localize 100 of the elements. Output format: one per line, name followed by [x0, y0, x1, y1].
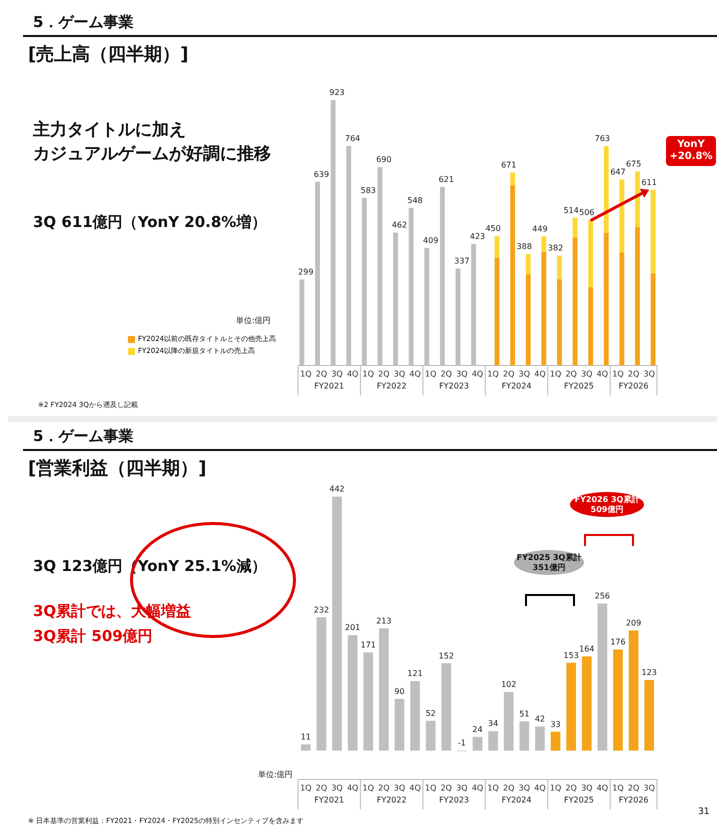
bar [348, 635, 358, 751]
x-tick-label: 1Q [612, 783, 624, 792]
bar [572, 238, 578, 366]
bar [441, 663, 452, 751]
data-label: 42 [534, 714, 546, 724]
data-label: 176 [610, 638, 626, 647]
bar [526, 254, 531, 274]
bar [488, 731, 498, 751]
bar [526, 274, 531, 366]
data-label: 201 [344, 623, 360, 632]
bar [644, 680, 654, 751]
data-label: 153 [564, 650, 579, 660]
x-tick-label: 2Q [378, 369, 390, 378]
text: 3Q累計 509億円 [33, 627, 153, 645]
bar [541, 236, 546, 252]
text: FY2023 [439, 795, 470, 804]
bar [316, 617, 326, 751]
data-label: 442 [329, 484, 345, 494]
text: FY2026 [618, 795, 649, 804]
total-label: 647 [610, 168, 626, 177]
x-tick-label: 3Q [331, 783, 343, 792]
data-label: 102 [501, 680, 516, 690]
x-tick-label: 2Q [316, 783, 328, 792]
total-label: 514 [564, 206, 579, 215]
total-label: 450 [485, 224, 501, 234]
x-tick-label: 4Q [596, 783, 608, 792]
x-tick-label: 4Q [472, 369, 484, 378]
bar [650, 190, 656, 274]
bar [510, 185, 516, 366]
text: FY2022 [376, 381, 407, 390]
bar [635, 171, 640, 228]
x-tick-label: 1Q [612, 369, 624, 378]
data-label: 164 [579, 644, 594, 654]
data-label: 51 [519, 709, 530, 718]
x-tick-label: 4Q [409, 369, 421, 378]
data-label: -1 [458, 738, 466, 748]
bar [582, 656, 592, 751]
bar [619, 252, 624, 366]
text: 主力タイトルに加え [33, 120, 186, 140]
data-label: 24 [472, 724, 483, 734]
x-tick-label: 3Q [518, 369, 530, 378]
bar [300, 744, 311, 751]
x-tick-label: 3Q [581, 369, 592, 378]
x-tick-label: 3Q [394, 783, 406, 792]
x-tick-label: 1Q [300, 369, 312, 378]
x-tick-label: 1Q [424, 783, 436, 792]
text: FY2023 [439, 381, 470, 390]
x-tick-label: 3Q [644, 783, 655, 792]
bar [472, 736, 482, 751]
data-label: 123 [642, 668, 657, 678]
data-label: 337 [454, 256, 470, 266]
bar [541, 252, 546, 366]
x-tick-label: 1Q [424, 369, 436, 378]
bar [504, 692, 514, 751]
x-tick-label: 2Q [628, 783, 640, 792]
bar [572, 218, 578, 238]
data-label: 209 [626, 618, 642, 628]
bar [379, 628, 389, 751]
text: YonY +20.8% [666, 136, 716, 166]
total-label: 671 [501, 160, 516, 170]
bar [557, 279, 562, 366]
x-tick-label: 1Q [362, 369, 374, 378]
data-label: 548 [407, 196, 423, 205]
text: FY2022 [376, 795, 407, 804]
x-tick-label: 2Q [316, 369, 328, 378]
x-tick-label: 4Q [534, 783, 546, 792]
x-tick-label: 2Q [565, 369, 577, 378]
bar [494, 258, 500, 366]
x-tick-label: 1Q [550, 783, 562, 792]
bar [604, 146, 609, 233]
text: 単位:億円 [258, 770, 293, 780]
x-tick-label: 3Q [581, 783, 592, 792]
text: 5．ゲーム事業 [33, 13, 134, 31]
bar [426, 720, 436, 751]
x-tick-label: 3Q [331, 369, 343, 378]
total-label: 675 [626, 159, 642, 168]
text: カジュアルゲームが好調に推移 [33, 144, 271, 164]
x-tick-label: 2Q [503, 369, 514, 378]
x-tick-label: 3Q [456, 783, 468, 792]
x-tick-label: 1Q [362, 783, 374, 792]
bar [604, 232, 609, 366]
x-tick-label: 3Q [644, 369, 655, 378]
bar [535, 726, 545, 751]
text: 単位:億円 [236, 316, 271, 326]
data-label: 639 [314, 170, 330, 179]
bar [550, 732, 560, 751]
total-label: 388 [516, 242, 532, 251]
data-label: 299 [298, 268, 314, 277]
bar [588, 287, 594, 366]
text: FY2026 [618, 381, 649, 390]
x-tick-label: 2Q [440, 783, 452, 792]
data-label: 690 [376, 155, 392, 164]
bar [628, 630, 638, 751]
data-label: 52 [426, 708, 436, 718]
total-label: 506 [579, 208, 594, 218]
data-label: 152 [438, 651, 454, 660]
bar [613, 649, 623, 751]
x-tick-label: 2Q [565, 783, 577, 792]
x-tick-label: 2Q [503, 783, 514, 792]
data-label: 409 [423, 236, 438, 245]
